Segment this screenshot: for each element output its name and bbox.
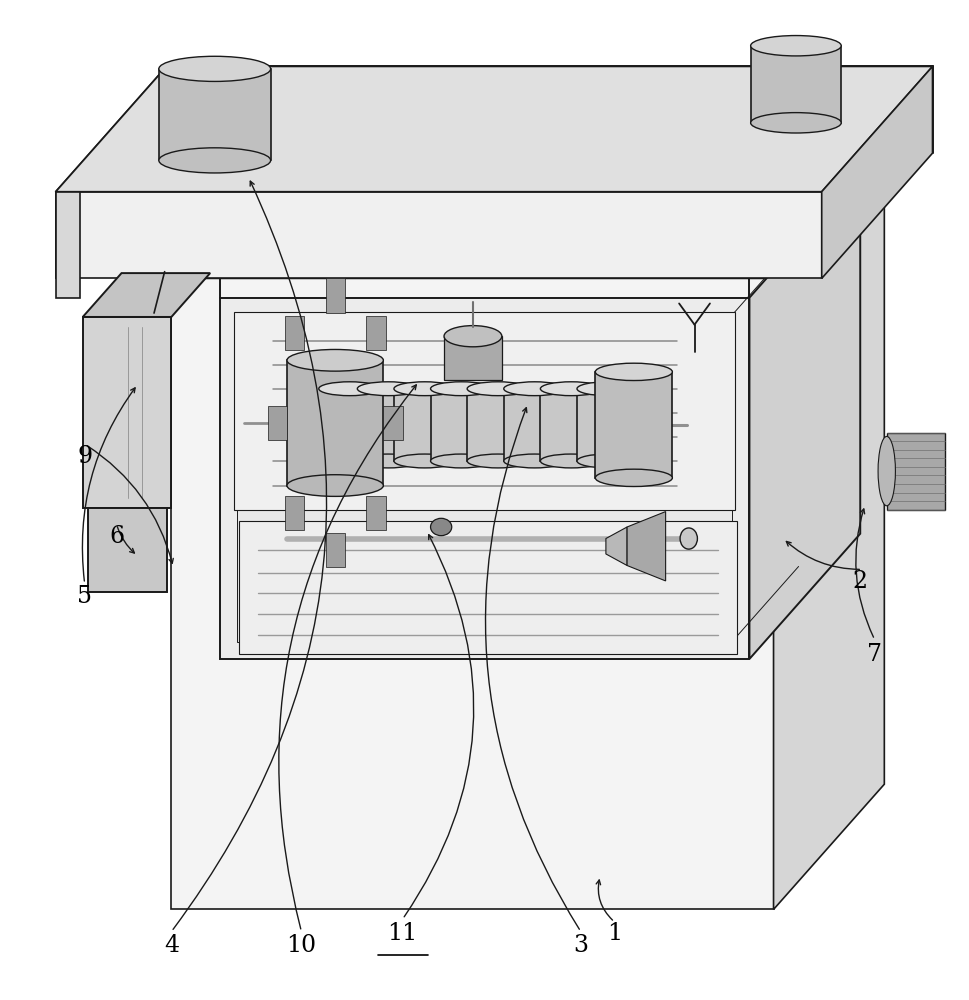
Ellipse shape [287, 475, 384, 496]
Polygon shape [595, 372, 672, 478]
Polygon shape [82, 317, 172, 508]
Ellipse shape [159, 56, 270, 81]
Ellipse shape [358, 454, 419, 468]
Polygon shape [82, 273, 210, 317]
Polygon shape [773, 153, 885, 909]
Ellipse shape [430, 518, 452, 536]
Ellipse shape [394, 454, 455, 468]
Ellipse shape [751, 113, 841, 133]
Ellipse shape [430, 382, 492, 396]
Ellipse shape [467, 382, 529, 396]
Polygon shape [751, 46, 841, 123]
Polygon shape [444, 336, 502, 380]
Text: 2: 2 [853, 570, 868, 593]
Text: 7: 7 [867, 643, 882, 666]
Polygon shape [541, 389, 602, 461]
Polygon shape [577, 389, 639, 461]
Ellipse shape [319, 454, 381, 468]
Polygon shape [749, 172, 860, 659]
Polygon shape [366, 496, 386, 530]
Polygon shape [287, 360, 384, 486]
Polygon shape [234, 312, 735, 510]
Polygon shape [627, 512, 666, 581]
Ellipse shape [595, 363, 672, 381]
Polygon shape [504, 389, 566, 461]
Text: 3: 3 [574, 934, 588, 957]
Text: 1: 1 [607, 922, 622, 945]
Polygon shape [172, 278, 773, 909]
Polygon shape [172, 153, 885, 278]
Ellipse shape [751, 36, 841, 56]
Ellipse shape [430, 454, 492, 468]
Polygon shape [358, 389, 419, 461]
Polygon shape [285, 496, 304, 530]
Ellipse shape [444, 326, 502, 347]
Polygon shape [394, 389, 455, 461]
Ellipse shape [878, 436, 895, 506]
Polygon shape [220, 298, 749, 659]
Text: 9: 9 [78, 445, 92, 468]
Text: 11: 11 [388, 922, 418, 945]
Ellipse shape [319, 382, 381, 396]
Ellipse shape [394, 382, 455, 396]
Polygon shape [56, 192, 822, 278]
Polygon shape [384, 406, 402, 440]
Polygon shape [236, 315, 733, 642]
Ellipse shape [680, 528, 698, 549]
Polygon shape [467, 389, 529, 461]
Ellipse shape [287, 349, 384, 371]
Polygon shape [887, 433, 945, 510]
Polygon shape [366, 316, 386, 350]
Ellipse shape [541, 382, 602, 396]
Polygon shape [430, 389, 492, 461]
Polygon shape [319, 389, 381, 461]
Ellipse shape [504, 454, 566, 468]
Polygon shape [606, 527, 627, 566]
Ellipse shape [577, 382, 639, 396]
Polygon shape [285, 316, 304, 350]
Text: 10: 10 [287, 934, 317, 957]
Ellipse shape [541, 454, 602, 468]
Polygon shape [238, 521, 736, 654]
Ellipse shape [577, 454, 639, 468]
Polygon shape [159, 69, 270, 160]
Text: 4: 4 [164, 934, 179, 957]
Polygon shape [56, 66, 932, 192]
Ellipse shape [467, 454, 529, 468]
Polygon shape [56, 192, 79, 298]
Text: 5: 5 [78, 585, 92, 608]
Ellipse shape [595, 469, 672, 487]
Ellipse shape [358, 382, 419, 396]
Polygon shape [87, 508, 167, 592]
Text: 6: 6 [109, 525, 124, 548]
Ellipse shape [159, 148, 270, 173]
Polygon shape [326, 278, 345, 313]
Polygon shape [267, 406, 287, 440]
Polygon shape [326, 533, 345, 567]
Ellipse shape [504, 382, 566, 396]
Polygon shape [822, 66, 932, 278]
